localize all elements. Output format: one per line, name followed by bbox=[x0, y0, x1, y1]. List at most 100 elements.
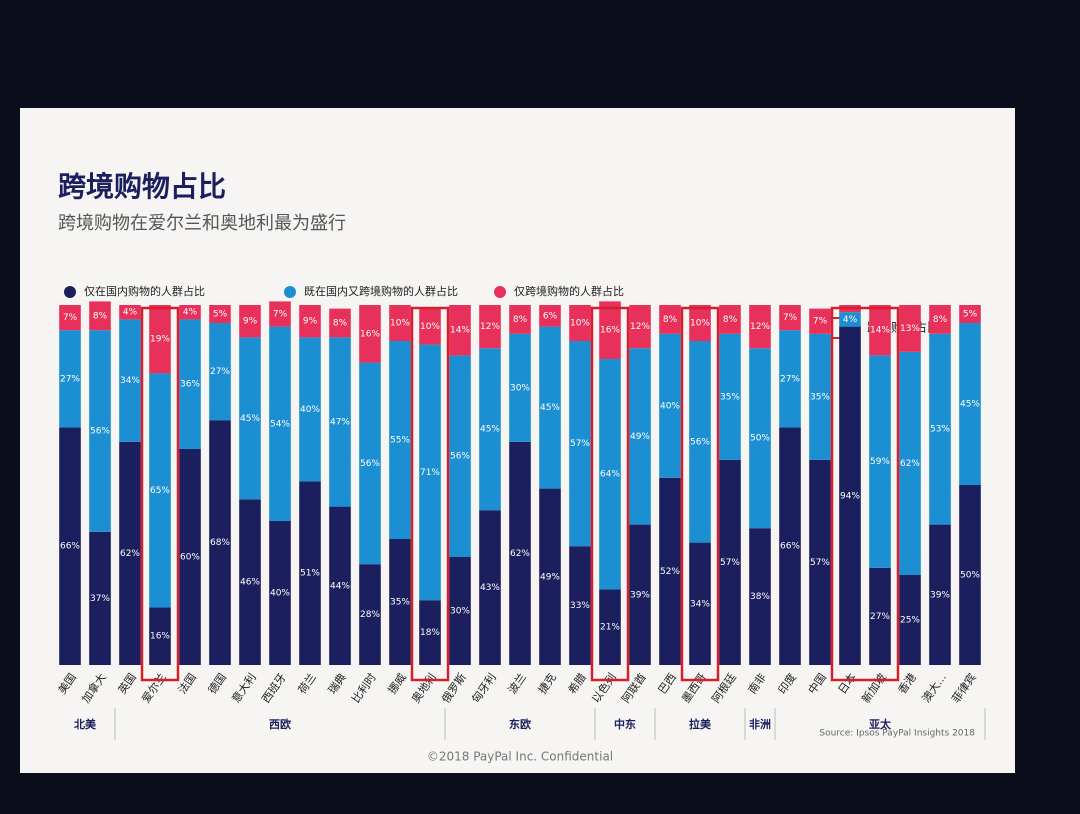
data-label: 39% bbox=[630, 590, 650, 600]
data-label: 57% bbox=[570, 439, 590, 449]
bar-segment bbox=[209, 323, 231, 421]
bar-segment bbox=[689, 341, 711, 543]
data-label: 43% bbox=[480, 583, 500, 593]
bar-segment bbox=[119, 441, 141, 665]
data-label: 8% bbox=[933, 315, 948, 325]
data-label: 71% bbox=[420, 468, 440, 478]
data-label: 12% bbox=[630, 322, 650, 332]
bar-segment bbox=[149, 305, 171, 374]
bar-segment bbox=[959, 485, 981, 665]
bar-segment bbox=[959, 323, 981, 485]
data-label: 7% bbox=[783, 313, 798, 323]
highlight-box bbox=[830, 306, 900, 682]
bar-segment bbox=[479, 305, 501, 349]
bar-segment bbox=[299, 481, 321, 665]
bar-segment bbox=[449, 557, 471, 665]
data-label: 27% bbox=[60, 374, 80, 384]
data-label: 62% bbox=[510, 549, 530, 559]
data-label: 45% bbox=[960, 400, 980, 410]
bar-segment bbox=[449, 355, 471, 557]
bar-segment bbox=[389, 305, 411, 341]
bar-segment bbox=[269, 326, 291, 521]
data-label: 40% bbox=[300, 405, 320, 415]
bar-segment bbox=[329, 506, 351, 665]
bar-segment bbox=[599, 301, 621, 359]
data-label: 56% bbox=[450, 452, 470, 462]
data-label: 54% bbox=[270, 419, 290, 429]
data-label: 66% bbox=[60, 542, 80, 552]
data-label: 14% bbox=[870, 326, 890, 336]
data-label: 18% bbox=[420, 628, 440, 638]
data-label: 66% bbox=[780, 542, 800, 552]
data-label: 35% bbox=[810, 392, 830, 402]
legend-label: 既在国内又跨境购物的人群占比 bbox=[304, 284, 458, 298]
highlight-box bbox=[590, 306, 630, 682]
highlight-box bbox=[680, 306, 720, 682]
data-label: 50% bbox=[960, 571, 980, 581]
data-label: 16% bbox=[150, 632, 170, 642]
bar-segment bbox=[899, 351, 921, 575]
bar-segment bbox=[779, 330, 801, 428]
bar-segment bbox=[419, 308, 441, 345]
data-label: 52% bbox=[660, 567, 680, 577]
bar-segment bbox=[809, 459, 831, 665]
data-label: 5% bbox=[213, 310, 228, 320]
legend-swatch bbox=[284, 286, 296, 298]
data-label: 56% bbox=[690, 437, 710, 447]
data-label: 51% bbox=[300, 569, 320, 579]
bar-segment bbox=[539, 326, 561, 489]
bar-segment bbox=[239, 499, 261, 665]
data-label: 27% bbox=[780, 374, 800, 384]
bar-segment bbox=[209, 305, 231, 323]
bar-segment bbox=[599, 589, 621, 665]
bar-segment bbox=[719, 459, 741, 665]
bar-segment bbox=[239, 337, 261, 500]
bar-segment bbox=[509, 305, 531, 334]
data-label: 27% bbox=[870, 612, 890, 622]
data-label: 10% bbox=[390, 319, 410, 329]
data-label: 16% bbox=[360, 329, 380, 339]
bar-segment bbox=[629, 305, 651, 349]
data-label: 39% bbox=[930, 590, 950, 600]
data-label: 56% bbox=[360, 459, 380, 469]
bar-segment bbox=[929, 524, 951, 665]
bar-segment bbox=[749, 348, 771, 529]
bar-segment bbox=[209, 420, 231, 665]
bar-segment bbox=[629, 348, 651, 525]
bar-segment bbox=[149, 373, 171, 608]
bar-segment bbox=[329, 308, 351, 338]
bar-segment bbox=[779, 305, 801, 331]
bar-segment bbox=[389, 341, 411, 539]
group-label: 拉美 bbox=[689, 717, 712, 731]
bar-segment bbox=[89, 301, 111, 331]
bar-segment bbox=[569, 341, 591, 547]
data-label: 4% bbox=[183, 308, 198, 318]
bar-segment bbox=[479, 348, 501, 511]
data-label: 8% bbox=[93, 311, 108, 321]
bar-segment bbox=[179, 319, 201, 449]
bar-segment bbox=[239, 305, 261, 338]
source: Source: Ipsos PayPal Insights 2018 bbox=[819, 729, 975, 739]
bar-segment bbox=[569, 305, 591, 341]
bar-segment bbox=[809, 333, 831, 460]
data-label: 36% bbox=[180, 380, 200, 390]
group-label: 中东 bbox=[614, 717, 636, 731]
bar-segment bbox=[929, 305, 951, 334]
data-label: 47% bbox=[330, 418, 350, 428]
bar-segment bbox=[659, 333, 681, 478]
data-label: 21% bbox=[600, 623, 620, 633]
bar-segment bbox=[419, 600, 441, 665]
bar-segment bbox=[359, 564, 381, 665]
bar-segment bbox=[809, 308, 831, 334]
bar-segment bbox=[179, 305, 201, 320]
data-label: 68% bbox=[210, 538, 230, 548]
legend-swatch bbox=[64, 286, 76, 298]
data-label: 7% bbox=[273, 310, 288, 320]
chart-title: 跨境购物占比 bbox=[58, 170, 226, 203]
bar-segment bbox=[359, 362, 381, 565]
data-label: 35% bbox=[390, 598, 410, 608]
bar-segment bbox=[419, 344, 441, 601]
bar-segment bbox=[719, 333, 741, 460]
bar-segment bbox=[89, 531, 111, 665]
data-label: 5% bbox=[963, 310, 978, 320]
